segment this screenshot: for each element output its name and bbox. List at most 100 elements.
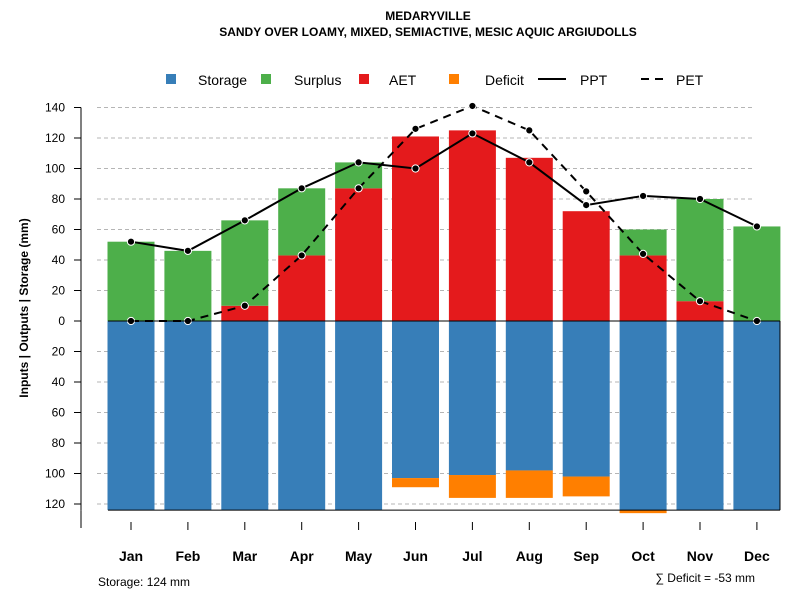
x-tick-label: Oct [631, 548, 655, 564]
deficit-bar [619, 510, 667, 514]
y-tick-label: 20 [52, 284, 66, 298]
y-tick-label: 0 [58, 314, 65, 328]
x-tick-label: Sep [573, 548, 599, 564]
surplus-bar [221, 220, 269, 306]
deficit-bar [392, 478, 439, 488]
ppt-point [468, 129, 477, 138]
y-tick-label: 100 [45, 162, 65, 176]
bars [107, 130, 781, 514]
pet-point [525, 126, 534, 135]
surplus-bar [164, 250, 212, 321]
x-tick-label: Dec [744, 548, 770, 564]
legend-swatch-storage [166, 74, 176, 84]
storage-bar [221, 321, 269, 511]
legend-label: PET [676, 72, 704, 88]
aet-bar [278, 255, 326, 321]
y-tick-label: 120 [45, 497, 65, 511]
storage-bar [619, 321, 667, 511]
storage-bar [107, 321, 155, 511]
ppt-point [297, 184, 306, 193]
pet-point [468, 101, 477, 111]
legend-label: Surplus [294, 72, 341, 88]
ppt-point [582, 201, 591, 210]
ppt-point [639, 191, 648, 201]
ppt-point [183, 246, 192, 255]
pet-point [582, 187, 591, 196]
pet-point [639, 249, 648, 258]
aet-bar [392, 136, 439, 321]
ppt-point [525, 158, 534, 167]
legend-swatch-aet [359, 74, 369, 84]
ppt-point [411, 164, 420, 173]
storage-bar [392, 321, 439, 479]
y-tick-label: 20 [52, 345, 66, 359]
deficit-bar [505, 470, 553, 498]
y-tick-label: 140 [45, 101, 65, 115]
storage-bar [164, 321, 212, 511]
ppt-point [695, 194, 705, 204]
chart-title: MEDARYVILLE [385, 9, 471, 23]
deficit-annotation: ∑ Deficit = -53 mm [655, 571, 755, 585]
x-tick-label: Feb [175, 548, 200, 564]
aet-bar [619, 255, 667, 321]
aet-bar [562, 211, 610, 321]
aet-bar [448, 130, 496, 321]
pet-point [411, 124, 420, 133]
storage-bar [562, 321, 610, 477]
surplus-bar [335, 162, 383, 189]
x-tick-label: May [345, 548, 372, 564]
ppt-line [130, 132, 758, 252]
y-tick-label: 100 [45, 467, 65, 481]
pet-point [297, 251, 306, 260]
y-tick-label: 60 [52, 223, 66, 237]
x-tick-label: Mar [232, 548, 257, 564]
chart-subtitle: SANDY OVER LOAMY, MIXED, SEMIACTIVE, MES… [219, 25, 637, 39]
storage-annotation: Storage: 124 mm [98, 575, 190, 589]
y-tick-label: 80 [52, 436, 66, 450]
aet-bar [335, 188, 383, 321]
deficit-bar [448, 475, 496, 498]
storage-bar [505, 321, 553, 471]
y-tick-label: 60 [52, 406, 66, 420]
storage-bar [335, 321, 383, 511]
legend-swatch-surplus [261, 74, 271, 84]
pet-point [695, 297, 705, 306]
pet-line [131, 104, 758, 322]
ppt-point [354, 158, 363, 167]
legend-label: PPT [580, 72, 608, 88]
x-tick-label: Apr [290, 548, 315, 564]
x-tick-label: Jul [462, 548, 482, 564]
y-tick-label: 120 [45, 131, 65, 145]
aet-bar [505, 157, 553, 321]
legend-label: Deficit [485, 72, 524, 88]
surplus-bar [676, 199, 724, 302]
ppt-point [126, 237, 136, 246]
axes: 140 120 100 80 60 40 20 0 20 40 60 80 100 120 Jan Feb Ma… [45, 101, 781, 564]
y-axis-label: Inputs | Outputs | Storage (mm) [17, 218, 31, 397]
storage-bar [278, 321, 326, 511]
legend-swatch-deficit [449, 74, 459, 84]
surplus-bar [107, 241, 155, 321]
storage-bar [676, 321, 724, 511]
legend-label: Storage [198, 72, 247, 88]
y-tick-label: 80 [52, 192, 66, 206]
aet-bar [676, 301, 724, 321]
ppt-point [240, 216, 249, 225]
y-tick-label: 40 [52, 375, 66, 389]
y-tick-label: 40 [52, 253, 66, 267]
x-tick-label: Jan [119, 548, 143, 564]
surplus-bar [733, 226, 781, 321]
storage-bar [733, 321, 781, 511]
x-tick-label: Nov [687, 548, 714, 564]
x-tick-label: Aug [516, 548, 543, 564]
pet-point [354, 184, 363, 193]
legend-label: AET [389, 72, 417, 88]
pet-point [240, 301, 249, 310]
ppt-point [752, 222, 762, 231]
x-tick-label: Jun [403, 548, 428, 564]
surplus-bar [278, 188, 326, 256]
legend: Storage Surplus AET Deficit PPT PET [166, 72, 704, 88]
storage-bar [448, 321, 496, 476]
deficit-bar [562, 476, 610, 497]
